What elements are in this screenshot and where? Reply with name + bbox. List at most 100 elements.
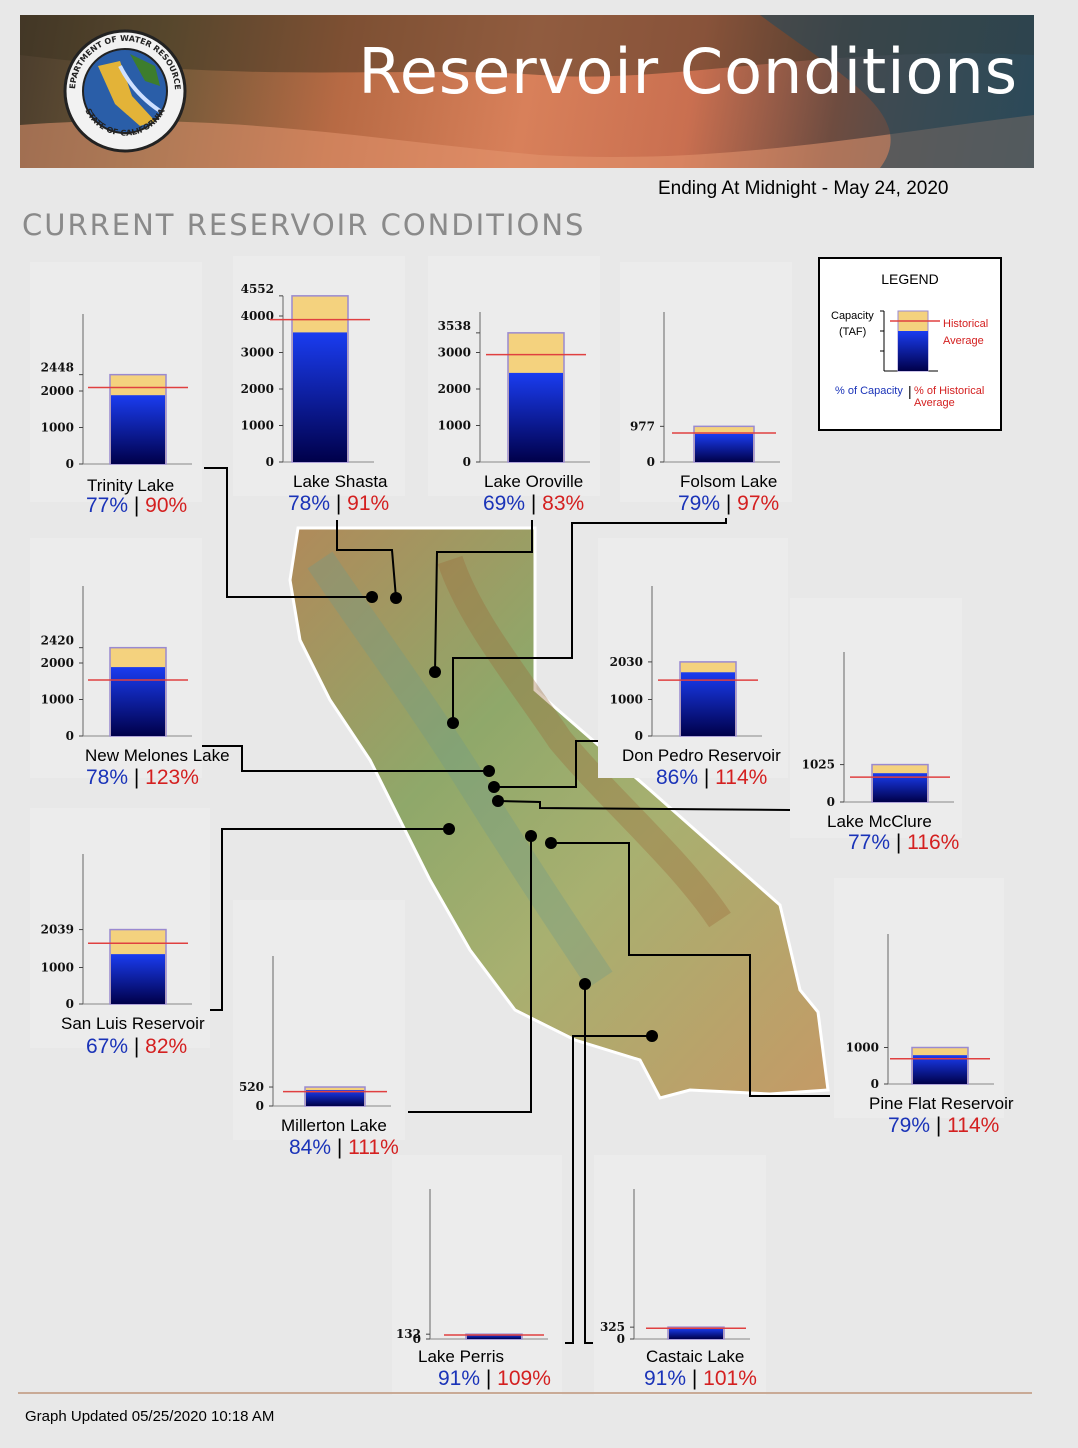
pct-of-historical: 123% <box>145 766 199 789</box>
tick-label: 1000 <box>610 693 643 707</box>
reservoir-name: New Melones Lake <box>85 746 230 765</box>
reservoir-percentages: 77% | 116% <box>848 831 959 855</box>
legend-capacity-label: Capacity <box>831 310 874 322</box>
tick-label: 0 <box>871 1077 879 1091</box>
connector-line-10 <box>565 1035 652 1344</box>
reservoir-name: Lake McClure <box>827 812 932 831</box>
reservoir-location-dot <box>488 781 500 793</box>
tick-label: 2000 <box>41 384 74 398</box>
reservoir-chart: 0 1000 2039 <box>41 854 192 1011</box>
tick-label: 2039 <box>41 923 74 937</box>
tick-label: 2448 <box>41 361 74 375</box>
reservoir-chart: 0 1000 2000 3000 3538 <box>438 312 590 469</box>
pct-of-capacity: 69% <box>483 492 526 515</box>
reservoir-name: Lake Oroville <box>484 472 584 491</box>
reservoir-location-dot <box>579 978 591 990</box>
reservoir-panel: 0 132 Lake Perris 91% | 109% <box>392 1155 562 1395</box>
tick-label: 1000 <box>41 421 74 435</box>
reservoir-name: Trinity Lake <box>87 476 175 495</box>
tick-label: 1000 <box>41 961 74 975</box>
reservoir-percentages: 86% | 114% <box>656 766 767 790</box>
pct-separator: | <box>525 492 543 515</box>
reservoir-panel: 0 325 Castaic Lake 91% | 101% <box>594 1155 766 1395</box>
page-title: Reservoir Conditions <box>358 35 1018 108</box>
tick-label: 0 <box>256 1099 264 1113</box>
connector-line-9 <box>551 842 830 1097</box>
pct-of-historical: 91% <box>347 492 390 515</box>
tick-label: 132 <box>396 1327 421 1341</box>
pct-of-capacity: 77% <box>86 494 129 517</box>
reservoir-panel: 0 1025 Lake McClure 77% | 116% <box>790 598 962 854</box>
reservoir-location-dot <box>366 591 378 603</box>
pct-separator: | <box>686 1367 704 1390</box>
tick-label: 0 <box>635 729 643 743</box>
pct-of-historical: 97% <box>737 492 780 515</box>
reservoir-panel: 0 1000 2000 2420 New Melones Lake 78% | 123% <box>30 538 230 789</box>
reservoir-percentages: 79% | 97% <box>678 492 779 516</box>
tick-label: 3538 <box>438 319 471 333</box>
pct-of-historical: 114% <box>715 766 768 789</box>
pct-separator: | <box>698 766 716 789</box>
reservoir-panel: 0 520 Millerton Lake 84% | 111% <box>233 900 405 1159</box>
pct-of-capacity: 91% <box>644 1367 687 1390</box>
tick-label: 0 <box>413 1332 421 1346</box>
reservoir-location-dot <box>447 717 459 729</box>
tick-label: 1000 <box>438 419 471 433</box>
pct-of-historical: 109% <box>497 1367 551 1390</box>
storage-bar <box>913 1055 967 1084</box>
reservoir-location-dot <box>483 765 495 777</box>
tick-label: 3000 <box>438 346 471 360</box>
reservoir-chart: 0 1000 2000 2420 <box>41 586 192 743</box>
banner-landscape <box>20 15 1034 168</box>
legend-pct-historical-line1: % of Historical <box>914 385 985 397</box>
storage-bar <box>669 1328 723 1339</box>
storage-bar <box>467 1334 521 1339</box>
tick-label: 1000 <box>41 693 74 707</box>
pct-of-historical: 116% <box>907 831 960 854</box>
pct-of-capacity: 78% <box>288 492 331 515</box>
reservoir-chart: 0 977 <box>630 312 780 469</box>
connector-line-4 <box>200 745 489 772</box>
reservoir-percentages: 91% | 101% <box>644 1367 757 1391</box>
pct-of-capacity: 79% <box>678 492 721 515</box>
pct-separator: | <box>331 1136 349 1159</box>
reservoir-panel: 0 1000 2000 3000 4000 4552 Lake Shasta 78% | 91… <box>233 256 405 515</box>
reservoir-name: Lake Perris <box>418 1347 504 1366</box>
tick-label: 325 <box>600 1320 625 1334</box>
connector-line-5 <box>494 740 598 788</box>
tick-label: 0 <box>66 729 74 743</box>
reservoir-name: San Luis Reservoir <box>61 1014 205 1033</box>
tick-label: 1000 <box>241 419 274 433</box>
legend: LEGEND Capacity (TAF) Historical Average… <box>818 257 1002 431</box>
pct-of-capacity: 84% <box>289 1136 332 1159</box>
pct-of-historical: 101% <box>703 1367 757 1390</box>
tick-label: 0 <box>463 455 471 469</box>
tick-label: 2000 <box>41 656 74 670</box>
pct-of-historical: 83% <box>542 492 585 515</box>
storage-bar <box>111 954 165 1004</box>
tick-label: 0 <box>266 455 274 469</box>
pct-separator: | <box>720 492 738 515</box>
legend-pct-historical-line2: Average <box>914 397 955 409</box>
reservoir-name: Castaic Lake <box>646 1347 745 1366</box>
tick-label: 1000 <box>846 1041 879 1055</box>
reservoir-percentages: 77% | 90% <box>86 494 187 518</box>
tick-label: 0 <box>647 455 655 469</box>
tick-label: 977 <box>630 419 655 433</box>
pct-of-capacity: 67% <box>86 1035 129 1058</box>
reservoir-location-dot <box>443 823 455 835</box>
tick-label: 0 <box>66 997 74 1011</box>
reservoir-location-dot <box>545 837 557 849</box>
pct-of-historical: 82% <box>145 1035 188 1058</box>
tick-label: 2420 <box>41 634 74 648</box>
reservoir-percentages: 78% | 91% <box>288 492 389 516</box>
pct-separator: | <box>128 494 146 517</box>
pct-of-capacity: 86% <box>656 766 699 789</box>
reservoir-panel: 0 977 Folsom Lake 79% | 97% <box>620 262 792 515</box>
storage-bar <box>695 433 753 462</box>
reservoir-chart: 0 1000 2000 2448 <box>41 314 192 471</box>
reservoir-panel: 0 1000 2000 2448 Trinity Lake 77% | 90% <box>30 262 202 517</box>
footer-divider <box>18 1392 1032 1394</box>
